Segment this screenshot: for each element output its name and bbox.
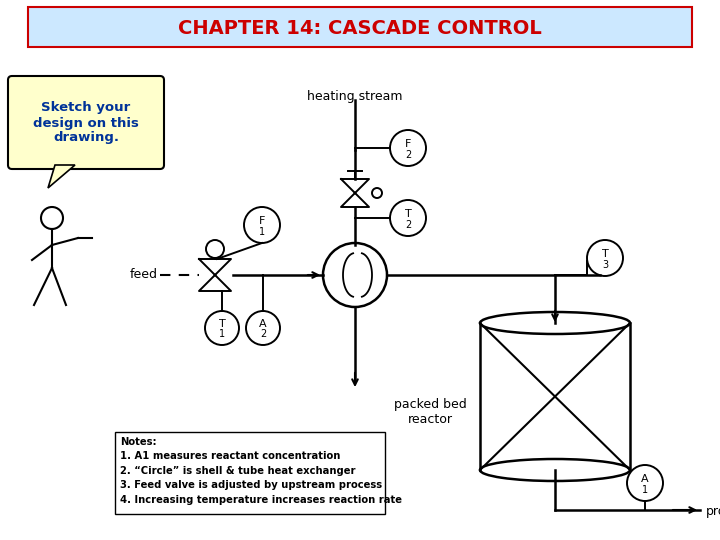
Text: T: T: [405, 209, 411, 219]
Text: heating stream: heating stream: [307, 90, 402, 103]
Text: A: A: [259, 319, 267, 329]
Text: 1: 1: [642, 485, 648, 495]
FancyBboxPatch shape: [28, 7, 692, 47]
Text: A: A: [642, 474, 649, 484]
Text: Notes:
1. A1 measures reactant concentration
2. “Circle” is shell & tube heat ex: Notes: 1. A1 measures reactant concentra…: [120, 437, 402, 504]
Circle shape: [372, 188, 382, 198]
Text: F: F: [405, 139, 411, 149]
Text: Sketch your
design on this
drawing.: Sketch your design on this drawing.: [33, 102, 139, 145]
Text: 1: 1: [219, 329, 225, 339]
Text: 2: 2: [405, 220, 411, 230]
Text: feed: feed: [130, 268, 158, 281]
FancyBboxPatch shape: [8, 76, 164, 169]
Text: CHAPTER 14: CASCADE CONTROL: CHAPTER 14: CASCADE CONTROL: [178, 18, 542, 37]
FancyBboxPatch shape: [115, 432, 385, 514]
Text: 2: 2: [260, 329, 266, 339]
Text: packed bed
reactor: packed bed reactor: [394, 398, 467, 426]
Text: F: F: [258, 216, 265, 226]
Text: product: product: [706, 505, 720, 518]
Text: 2: 2: [405, 150, 411, 160]
Text: 1: 1: [259, 227, 265, 237]
Text: T: T: [602, 249, 608, 259]
Polygon shape: [48, 165, 75, 188]
Text: 3: 3: [602, 260, 608, 270]
Text: T: T: [219, 319, 225, 329]
